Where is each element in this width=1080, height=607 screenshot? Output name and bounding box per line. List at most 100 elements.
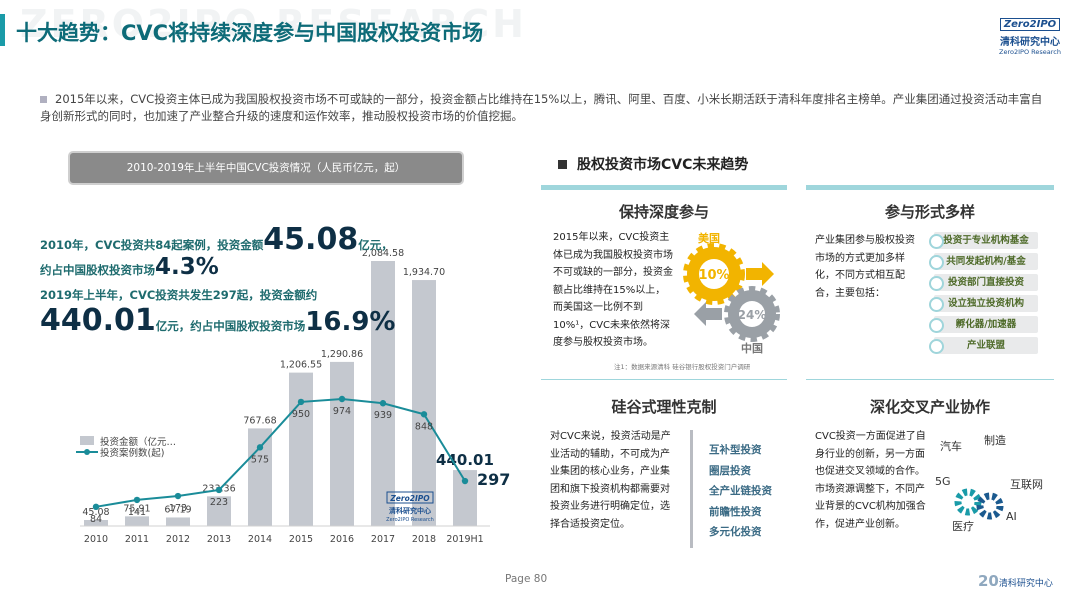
line-point-2011 xyxy=(133,496,141,504)
industry-gears-graphic: 汽车 制造 5G 互联网 AI 医疗 xyxy=(935,433,1043,533)
callout-2019-line: 2019年上半年，CVC投资共发生297起，投资金额约 xyxy=(40,288,318,302)
intro-paragraph: 2015年以来，CVC投资主体已成为我国股权投资市场不可或缺的一部分，投资金额占… xyxy=(40,91,1050,125)
line-label-2015: 950 xyxy=(292,409,310,420)
gear-cn-icon: 24% xyxy=(724,286,780,342)
panel2-bar xyxy=(806,185,1054,190)
gear-cn-pct: 24% xyxy=(738,308,767,322)
x-tick-2019H1: 2019H1 xyxy=(446,534,483,545)
list-item: 全产业链投资 xyxy=(709,485,772,497)
callout-2019-text: 亿元，约占中国股权投资市场 xyxy=(155,319,306,333)
list-item: 圈层投资 xyxy=(709,464,751,477)
bullet-square-icon xyxy=(40,96,47,103)
x-tick-2013: 2013 xyxy=(207,534,231,545)
label-5g: 5G xyxy=(935,475,951,488)
gear-us-icon: 10% xyxy=(683,243,745,305)
panel3-list: 互补型投资 圈层投资 全产业链投资 前瞻性投资 多元化投资 xyxy=(709,440,772,543)
bar-label-2010: 45.08 xyxy=(82,507,109,518)
panel2-text: 产业集团参与股权投资市场的方式更加多样化，不同方式相互配合，主要包括： xyxy=(815,235,915,299)
line-label-2014: 575 xyxy=(251,454,269,465)
panel1-title: 保持深度参与 xyxy=(618,203,709,221)
line-label-2019H1: 297 xyxy=(477,470,510,489)
x-tick-2018: 2018 xyxy=(412,534,436,545)
bar-label-2019H1: 440.01 xyxy=(436,451,494,469)
tag-item: 设立独立投资机构 xyxy=(929,295,1038,312)
panel1-bottom-rule xyxy=(541,379,787,380)
label-auto: 汽车 xyxy=(940,439,962,453)
footer-logo-text: 清科研究中心 xyxy=(998,579,1053,589)
line-label-2017: 939 xyxy=(374,410,392,421)
callout-2010-share-prefix: 约占中国股权投资市场 xyxy=(40,263,155,277)
gear-us-label: 美国 xyxy=(698,231,720,245)
line-label-2013: 223 xyxy=(210,497,228,508)
x-tick-2016: 2016 xyxy=(330,534,354,545)
case-count-line xyxy=(95,397,466,508)
line-label-2016: 974 xyxy=(333,406,351,417)
x-tick-2012: 2012 xyxy=(166,534,190,545)
bar-2017 xyxy=(371,261,395,526)
section-square-icon xyxy=(558,160,567,169)
x-tick-2014: 2014 xyxy=(248,534,272,545)
panel2-tag-list: 投资于专业机构基金 共同发起机构/基金 投资部门直接投资 设立独立投资机构 孵化… xyxy=(929,232,1038,358)
panel2-title: 参与形式多样 xyxy=(884,203,975,221)
tag-item: 投资部门直接投资 xyxy=(929,274,1038,291)
bar-2010 xyxy=(84,520,108,526)
chart-logo-cn: 清科研究中心 xyxy=(389,506,431,515)
legend-bar-swatch xyxy=(80,436,94,445)
gear-us-pct: 10% xyxy=(698,268,729,283)
panel1-text: 2015年以来，CVC投资主体已成为我国股权投资市场不可或缺的一部分，投资金额占… xyxy=(553,232,673,348)
bar-2018 xyxy=(412,280,436,526)
bar-2016 xyxy=(330,361,354,526)
line-label-2018: 848 xyxy=(415,421,433,432)
label-ai: AI xyxy=(1006,510,1017,523)
line-point-2018 xyxy=(420,411,428,418)
legend-line-dot xyxy=(84,449,90,455)
logo-cn-text: 清科研究中心 xyxy=(1000,37,1060,48)
tag-item: 孵化器/加速器 xyxy=(929,316,1038,333)
line-label-2010: 84 xyxy=(90,514,102,525)
line-point-2013 xyxy=(215,486,223,494)
cvc-investment-chart: 45.0875.9167.19233.36767.681,206.551,290… xyxy=(76,248,510,545)
panel4-title: 深化交叉产业协作 xyxy=(869,398,990,416)
title-accent-bar xyxy=(0,14,5,46)
legend-amount-label: 投资金额（亿元… xyxy=(100,436,176,448)
line-point-2015 xyxy=(297,398,305,406)
bar-label-2018: 1,934.70 xyxy=(403,267,445,278)
callout-2019-amount: 440.01 xyxy=(40,303,156,338)
panel3-divider xyxy=(690,430,693,548)
page-number: Page 80 xyxy=(505,573,548,585)
tag-item: 投资于专业机构基金 xyxy=(929,232,1038,249)
chart-logo-box-text: Zero2IPO xyxy=(389,494,430,503)
line-point-2019H1 xyxy=(461,477,469,485)
arrow-right-icon xyxy=(746,262,774,286)
bar-2014 xyxy=(248,428,272,526)
bar-2013 xyxy=(207,496,231,526)
line-point-2014 xyxy=(256,444,264,451)
gear-right-icon xyxy=(976,492,1004,520)
panel1-note: 注1：数据来源清科 硅谷银行股权投资门户调研 xyxy=(614,363,751,371)
bar-2012 xyxy=(166,517,190,526)
gear-cn-label: 中国 xyxy=(741,341,763,355)
tag-item: 产业联盟 xyxy=(929,337,1038,354)
line-point-2010 xyxy=(92,503,100,511)
bar-2011 xyxy=(125,516,149,526)
bar-label-2017: 2,084.58 xyxy=(362,248,404,259)
arrow-left-icon xyxy=(694,302,722,326)
legend-count-label: 投资案例数(起) xyxy=(100,447,164,459)
x-tick-2011: 2011 xyxy=(125,534,149,545)
bar-label-2012: 67.19 xyxy=(164,504,191,515)
callout-2010-prefix: 2010年，CVC投资共84起案例，投资金额 xyxy=(40,238,264,252)
line-point-2017 xyxy=(379,400,387,407)
footer-logo: 20清科研究中心 xyxy=(978,572,1053,590)
callout-2010-suffix: 亿元， xyxy=(358,238,393,252)
trends-title-text: 股权投资市场CVC未来趋势 xyxy=(577,157,749,173)
chart-logo-box xyxy=(386,491,434,504)
panel3-title: 硅谷式理性克制 xyxy=(611,398,717,416)
x-tick-2010: 2010 xyxy=(84,534,108,545)
gears-graphic: 10% 美国 24% 中国 xyxy=(683,231,780,355)
callout-2010-amount: 45.08 xyxy=(263,222,359,257)
header-watermark: ZERO2IPO RESEARCH xyxy=(20,2,527,46)
label-medical: 医疗 xyxy=(952,519,974,533)
logo-box-text: Zero2IPO xyxy=(999,18,1061,31)
logo-en-text: Zero2IPO Research xyxy=(999,48,1061,56)
label-internet: 互联网 xyxy=(1010,478,1043,491)
